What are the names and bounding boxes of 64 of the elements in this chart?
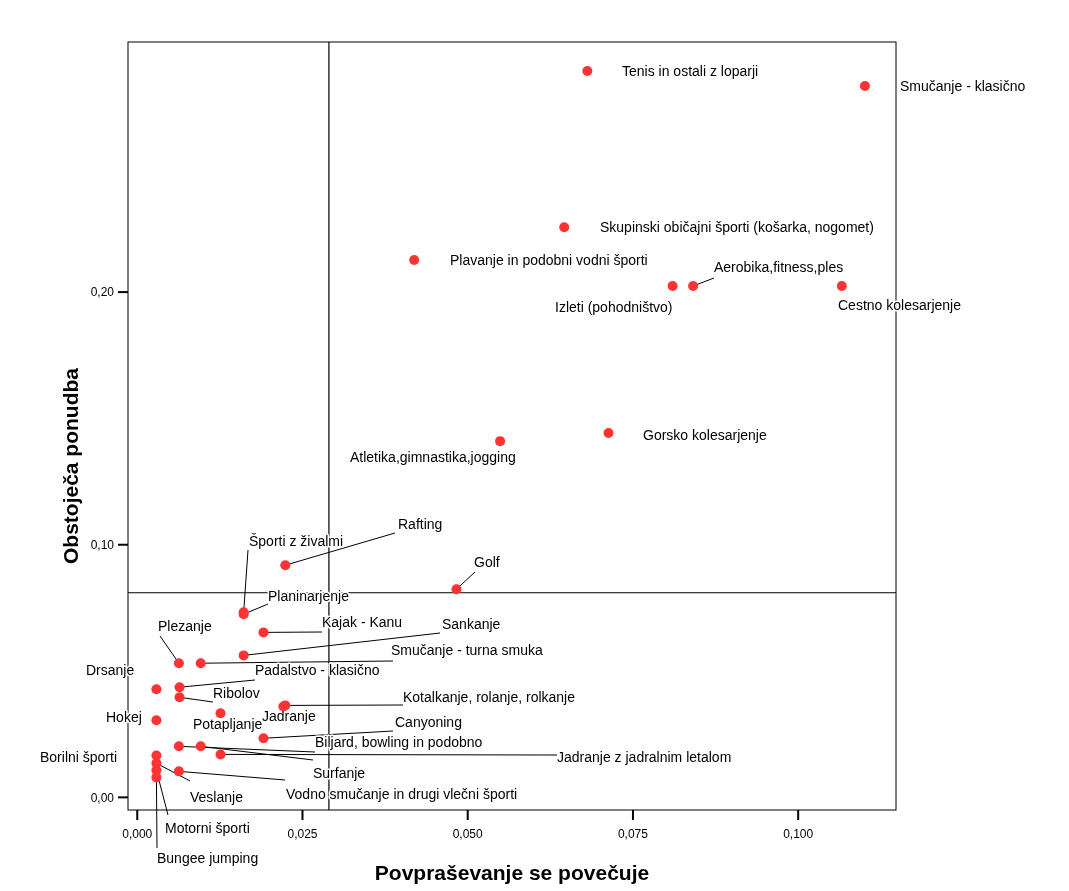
annotation: Potapljanje [193,715,263,732]
point [258,627,269,638]
annotation: Sankanje [442,615,501,632]
annotation: Aerobika,fitness,ples [714,258,844,275]
point [582,66,593,77]
point [151,684,162,695]
point [603,428,614,439]
annotation: Golf [474,553,500,570]
y-tick-label: 0,20 [90,285,115,300]
annotation: Bungee jumping [157,849,259,866]
y-axis-title: Obstoječa ponudba [59,367,82,565]
annotation: Plezanje [158,617,212,634]
point [174,692,185,703]
annotation: Jadranje [262,707,316,724]
point [836,281,847,292]
x-tick-label: 0,075 [617,827,649,841]
point [173,658,184,669]
point [688,281,699,292]
annotation: Padalstvo - klasično [255,661,380,678]
point [667,281,678,292]
y-tick-label: 0,10 [90,537,115,552]
point [409,255,420,266]
x-tick-label: 0,025 [287,827,318,841]
point [173,741,184,752]
point [451,584,462,595]
point [195,741,206,752]
annotation: Smučanje - klasično [900,77,1026,94]
annotation: Borilni športi [40,748,118,765]
y-tick-label: 0,00 [90,790,115,805]
point [495,436,506,447]
annotation: Ribolov [213,684,260,701]
point [151,772,162,783]
x-tick-label: 0,100 [783,827,814,841]
x-axis-title: Povpraševanje se povečuje [374,861,650,884]
point [215,749,226,760]
x-tick-label: 0,000 [122,827,153,841]
annotation: Kotalkanje, rolanje, rolkanje [403,688,576,705]
annotation: Hokej [106,708,142,725]
point [859,80,870,91]
annotation: Motorni športi [165,819,250,836]
annotation: Drsanje [86,661,135,678]
point [280,560,291,571]
annotation: Jadranje z jadralnim letalom [557,748,732,765]
annotation: Tenis in ostali z loparji [622,62,759,79]
annotation: Gorsko kolesarjenje [643,426,767,443]
point [151,715,162,726]
point [258,733,269,744]
annotation: Izleti (pohodništvo) [555,298,673,315]
annotation: Atletika,gimnastika,jogging [350,448,516,465]
annotation: Cestno kolesarjenje [838,296,962,313]
point [174,682,185,693]
annotation: Smučanje - turna smuka [391,641,543,658]
x-tick-label: 0,050 [452,827,484,841]
annotation: Canyoning [395,713,462,730]
annotation: Rafting [398,515,443,532]
annotation: Vodno smučanje in drugi vlečni športi [286,785,518,802]
annotation: Veslanje [190,788,244,805]
point [238,650,249,661]
point [559,222,570,233]
point [173,766,184,777]
point [195,658,206,669]
point [215,708,226,719]
annotation: Skupinski običajni športi (košarka, nogomet) [600,218,874,235]
annotation: Plavanje in podobni vodni športi [450,251,648,268]
